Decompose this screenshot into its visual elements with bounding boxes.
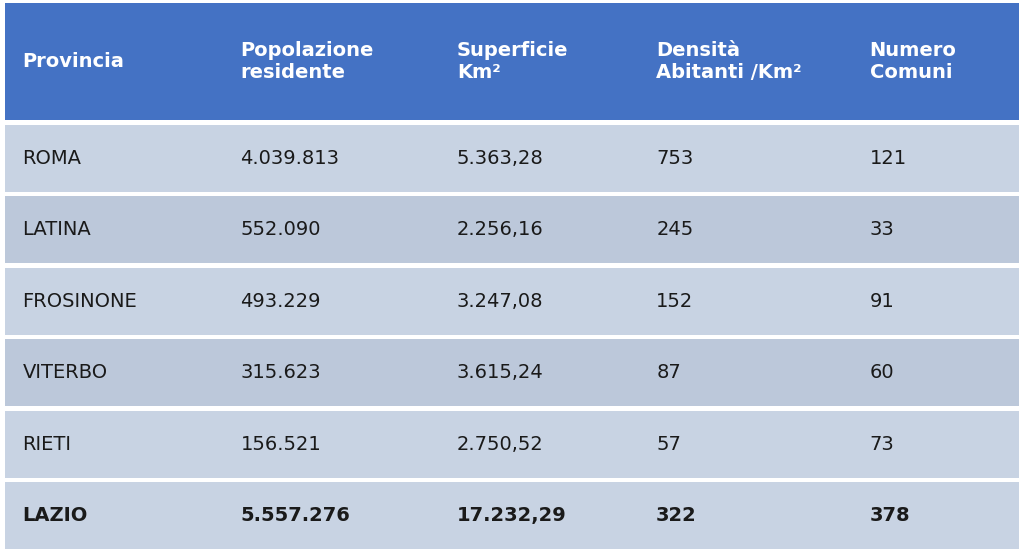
Text: Densità
Abitanti /Km²: Densità Abitanti /Km² (656, 41, 802, 82)
Text: 17.232,29: 17.232,29 (457, 506, 566, 525)
Text: 87: 87 (656, 363, 681, 382)
Bar (857, 482, 1019, 549)
Bar (5, 411, 223, 477)
Text: 5.363,28: 5.363,28 (457, 148, 544, 168)
Text: 552.090: 552.090 (241, 220, 321, 239)
Text: Provincia: Provincia (23, 52, 125, 71)
Bar (5, 268, 223, 335)
Bar (441, 482, 639, 549)
Text: 3.615,24: 3.615,24 (457, 363, 544, 382)
Bar (639, 339, 857, 406)
Text: 3.247,08: 3.247,08 (457, 291, 544, 311)
Text: 315.623: 315.623 (241, 363, 322, 382)
Bar (5, 482, 223, 549)
Bar (639, 482, 857, 549)
Bar (441, 196, 639, 263)
Text: 4.039.813: 4.039.813 (241, 148, 340, 168)
Bar (441, 125, 639, 192)
Bar (5, 335, 1019, 339)
Bar (639, 125, 857, 192)
Text: 121: 121 (869, 148, 907, 168)
Text: 152: 152 (656, 291, 693, 311)
Text: Superficie
Km²: Superficie Km² (457, 41, 568, 82)
Text: 5.557.276: 5.557.276 (241, 506, 350, 525)
Text: FROSINONE: FROSINONE (23, 291, 137, 311)
Bar (5, 477, 1019, 482)
Bar (857, 196, 1019, 263)
Bar (441, 3, 639, 120)
Text: 33: 33 (869, 220, 894, 239)
Text: 322: 322 (656, 506, 697, 525)
Bar (223, 125, 441, 192)
Bar (5, 125, 223, 192)
Bar (5, 192, 1019, 196)
Text: 73: 73 (869, 435, 894, 454)
Bar (857, 411, 1019, 477)
Text: 57: 57 (656, 435, 681, 454)
Bar (5, 196, 223, 263)
Bar (5, 339, 223, 406)
Text: 2.750,52: 2.750,52 (457, 435, 544, 454)
Bar (5, 120, 1019, 125)
Bar (441, 339, 639, 406)
Bar (441, 411, 639, 477)
Text: 245: 245 (656, 220, 693, 239)
Text: VITERBO: VITERBO (23, 363, 108, 382)
Bar (5, 263, 1019, 268)
Bar (223, 3, 441, 120)
Bar (639, 3, 857, 120)
Text: 493.229: 493.229 (241, 291, 321, 311)
Text: RIETI: RIETI (23, 435, 72, 454)
Bar (5, 406, 1019, 411)
Text: Numero
Comuni: Numero Comuni (869, 41, 956, 82)
Bar (639, 268, 857, 335)
Bar (639, 411, 857, 477)
Bar (223, 339, 441, 406)
Text: 156.521: 156.521 (241, 435, 322, 454)
Bar (223, 196, 441, 263)
Bar (5, 3, 223, 120)
Bar (223, 411, 441, 477)
Bar (223, 482, 441, 549)
Text: 753: 753 (656, 148, 693, 168)
Text: ROMA: ROMA (23, 148, 82, 168)
Bar (857, 125, 1019, 192)
Bar (441, 268, 639, 335)
Text: LAZIO: LAZIO (23, 506, 88, 525)
Text: 2.256,16: 2.256,16 (457, 220, 544, 239)
Text: 60: 60 (869, 363, 894, 382)
Bar (639, 196, 857, 263)
Bar (857, 339, 1019, 406)
Text: 91: 91 (869, 291, 894, 311)
Text: Popolazione
residente: Popolazione residente (241, 41, 374, 82)
Bar (857, 3, 1019, 120)
Bar (857, 268, 1019, 335)
Text: 378: 378 (869, 506, 910, 525)
Bar (223, 268, 441, 335)
Text: LATINA: LATINA (23, 220, 91, 239)
